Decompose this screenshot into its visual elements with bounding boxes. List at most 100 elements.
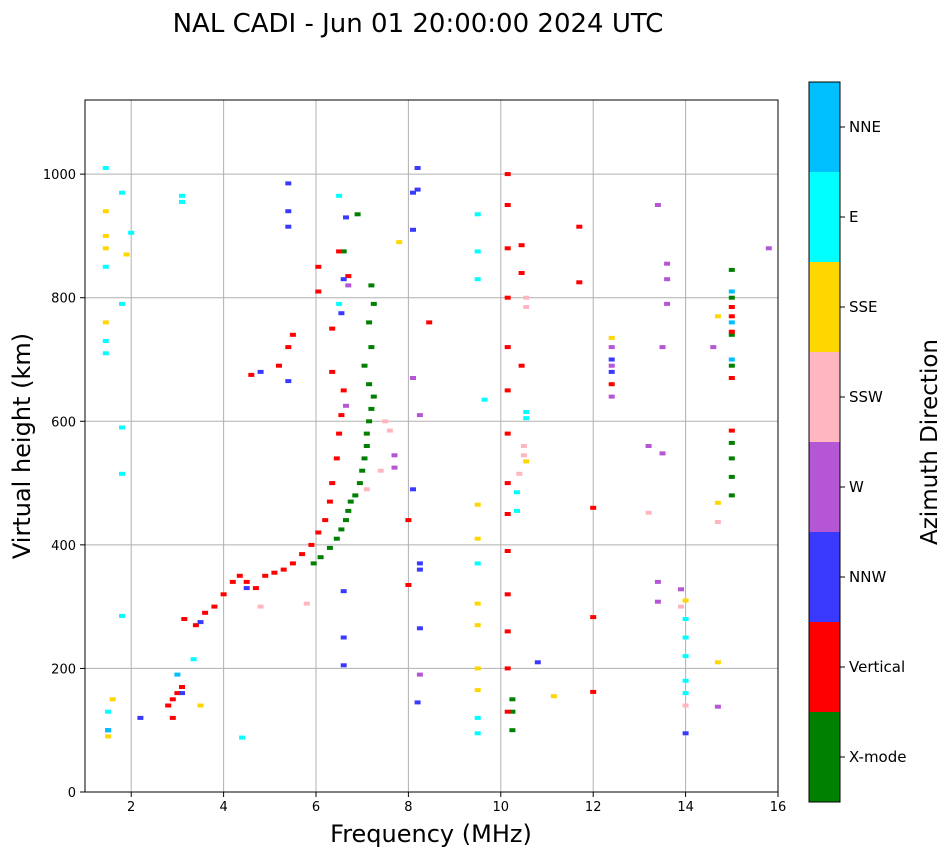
plot-area: 2 4 6 8 10 12 14 16 0 200 400 600 800 1000 xyxy=(43,99,786,815)
data-point-sse xyxy=(474,536,481,541)
data-point-e xyxy=(336,193,343,198)
data-point-x-mode xyxy=(509,709,516,714)
data-point-vertical xyxy=(280,567,287,572)
data-point-e xyxy=(474,212,481,217)
data-point-nnw xyxy=(416,567,423,572)
data-point-e xyxy=(474,715,481,720)
data-point-x-mode xyxy=(366,320,373,325)
data-point-vertical xyxy=(728,428,735,433)
data-point-sse xyxy=(474,666,481,671)
y-tick-label: 200 xyxy=(51,662,76,677)
plot-background xyxy=(85,100,778,792)
data-point-sse xyxy=(197,703,204,708)
data-point-vertical xyxy=(504,246,511,251)
colorbar-swatch xyxy=(809,352,840,442)
colorbar-tick-label: SSE xyxy=(849,298,878,316)
data-point-ssw xyxy=(645,510,652,515)
colorbar-frame xyxy=(808,81,841,803)
data-point-nnw xyxy=(534,660,541,665)
data-point-vertical xyxy=(322,518,329,523)
data-point-e xyxy=(128,230,135,235)
data-point-vertical xyxy=(299,552,306,557)
data-point-x-mode xyxy=(310,561,317,566)
data-point-vertical xyxy=(405,583,412,587)
data-point-x-mode xyxy=(370,394,377,399)
data-point-e xyxy=(119,471,125,476)
data-point-sse xyxy=(474,688,481,693)
data-point-vertical xyxy=(236,573,243,578)
data-point-sse xyxy=(714,314,721,319)
data-point-vertical xyxy=(315,264,322,269)
data-point-vertical xyxy=(308,542,315,547)
data-point-e xyxy=(119,613,125,618)
data-point-x-mode xyxy=(368,345,375,350)
data-point-vertical xyxy=(405,518,412,523)
data-point-e xyxy=(474,731,481,736)
data-point-x-mode xyxy=(343,518,349,523)
data-point-x-mode xyxy=(509,728,516,733)
x-axis-ticks: 2 4 6 8 10 12 14 16 xyxy=(127,792,786,815)
x-tick-label: 10 xyxy=(493,800,510,815)
data-point-w xyxy=(391,465,398,470)
data-point-x-mode xyxy=(728,363,735,368)
data-point-vertical xyxy=(326,499,333,504)
data-point-vertical xyxy=(329,369,336,374)
x-tick-label: 12 xyxy=(585,800,602,815)
x-tick-label: 8 xyxy=(404,800,412,815)
data-point-vertical xyxy=(518,271,525,275)
data-point-vertical xyxy=(336,249,343,254)
y-axis-ticks: 0 200 400 600 800 1000 xyxy=(43,168,85,801)
data-point-nnw xyxy=(410,190,416,195)
data-point-e xyxy=(474,561,481,566)
data-point-x-mode xyxy=(340,249,347,254)
data-point-x-mode xyxy=(333,536,340,541)
data-point-nnw xyxy=(285,209,292,214)
data-point-x-mode xyxy=(317,555,324,560)
data-point-e xyxy=(336,301,343,306)
data-point-sse xyxy=(123,252,130,257)
colorbar-tick-label: NNW xyxy=(849,568,886,586)
colorbar-tick-label: NNE xyxy=(849,118,881,136)
data-point-nnw xyxy=(243,586,250,591)
data-point-e xyxy=(523,410,530,414)
data-point-ssw xyxy=(678,604,684,609)
colorbar-swatch xyxy=(809,172,840,262)
plot-frame xyxy=(84,99,779,793)
data-point-sse xyxy=(474,601,481,606)
data-point-e xyxy=(682,678,689,683)
data-point-e xyxy=(102,264,109,269)
data-point-w xyxy=(608,345,615,350)
data-point-vertical xyxy=(192,623,199,628)
data-point-w xyxy=(714,704,721,709)
data-point-vertical xyxy=(315,530,322,535)
data-point-vertical xyxy=(504,388,511,393)
data-point-vertical xyxy=(169,697,176,702)
chart-title: NAL CADI - Jun 01 20:00:00 2024 UTC xyxy=(173,9,664,39)
data-point-x-mode xyxy=(347,499,354,504)
data-point-nne xyxy=(728,320,735,325)
data-point-w xyxy=(678,587,684,592)
data-point-nnw xyxy=(197,620,204,625)
data-point-w xyxy=(654,599,661,604)
data-point-ssw xyxy=(520,444,527,448)
data-point-vertical xyxy=(271,570,278,575)
data-point-vertical xyxy=(504,709,511,714)
colorbar-tick-label: SSW xyxy=(849,388,883,406)
data-point-e xyxy=(179,193,185,198)
data-point-vertical xyxy=(276,363,282,368)
data-point-vertical xyxy=(165,703,172,708)
data-point-ssw xyxy=(386,428,393,433)
data-point-x-mode xyxy=(352,493,359,498)
colorbar-tick-label: E xyxy=(849,208,858,226)
data-point-e xyxy=(102,351,109,356)
colorbar-swatch xyxy=(809,712,840,802)
x-tick-label: 6 xyxy=(312,800,320,815)
data-point-w xyxy=(608,394,615,399)
y-tick-label: 1000 xyxy=(43,168,76,183)
data-point-e xyxy=(682,654,689,659)
data-point-nne xyxy=(105,728,112,733)
data-point-w xyxy=(345,283,352,288)
data-point-nnw xyxy=(179,691,185,696)
data-point-nnw xyxy=(416,561,423,566)
data-point-x-mode xyxy=(361,456,368,461)
